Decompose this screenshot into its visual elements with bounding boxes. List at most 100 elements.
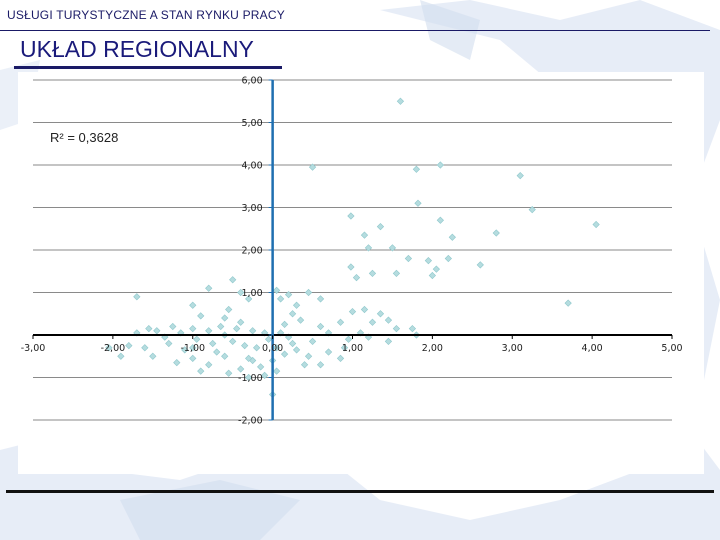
data-point-28 (316, 295, 325, 303)
data-point-89 (189, 325, 197, 333)
y-tick-label-1: -1,00 (238, 373, 263, 384)
data-point-13 (492, 229, 500, 237)
data-point-77 (189, 354, 197, 362)
data-point-58 (324, 348, 333, 356)
data-point-72 (237, 365, 245, 373)
y-tick-label-7: 5,00 (241, 118, 262, 129)
data-point-2 (412, 165, 421, 173)
data-point-50 (384, 316, 393, 324)
data-point-17 (368, 269, 377, 277)
grid-lines (33, 79, 672, 421)
data-point-6 (414, 199, 422, 207)
x-tick-label-0: -3,00 (21, 343, 46, 354)
data-point-112 (265, 335, 273, 343)
data-point-93 (249, 327, 257, 335)
data-point-91 (217, 322, 225, 331)
data-point-104 (253, 344, 261, 352)
data-point-63 (292, 346, 301, 354)
data-point-25 (352, 274, 361, 282)
x-tick-label-5: 2,00 (422, 343, 443, 354)
header-divider (0, 30, 710, 31)
y-tick-label-6: 4,00 (241, 161, 262, 172)
data-point-32 (276, 295, 285, 303)
data-point-43 (296, 316, 305, 324)
data-point-4 (516, 172, 524, 180)
tick-labels: -3,00 -2,00 -1,00 0,00 1,00 2,00 3,00 4,00 5,00 -… (21, 76, 683, 427)
data-point-87 (153, 327, 161, 335)
data-point-111 (245, 354, 253, 362)
x-tick-label-2: -1,00 (180, 343, 205, 354)
data-point-97 (241, 342, 249, 350)
data-point-113 (280, 320, 289, 328)
data-point-21 (444, 254, 452, 263)
x-tick-label-3: 0,00 (262, 343, 283, 354)
y-tick-label-0: -2,00 (238, 416, 263, 427)
data-point-19 (404, 254, 413, 263)
data-point-46 (348, 308, 357, 316)
y-tick-label-5: 3,00 (241, 203, 262, 214)
data-point-98 (209, 339, 217, 348)
data-point-67 (272, 367, 281, 375)
data-point-35 (133, 293, 141, 301)
data-point-26 (564, 299, 572, 307)
data-point-56 (344, 335, 353, 343)
data-point-99 (193, 335, 201, 343)
data-point-0 (396, 97, 405, 105)
slide-title: UKŁAD REGIONALNY (20, 36, 254, 62)
data-point-23 (476, 261, 484, 269)
data-point-52 (408, 325, 417, 333)
data-point-5 (347, 212, 355, 220)
y-tick-label-4: 2,00 (241, 246, 262, 257)
data-point-45 (336, 318, 345, 326)
data-point-11 (388, 244, 397, 252)
data-point-65 (272, 344, 281, 352)
title-underline (14, 66, 282, 69)
data-point-103 (229, 337, 237, 345)
data-point-40 (225, 305, 233, 314)
data-point-18 (392, 269, 401, 277)
plot-area (18, 72, 704, 474)
data-point-22 (432, 265, 440, 273)
x-tick-label-1: -2,00 (101, 343, 126, 354)
data-point-54 (384, 337, 393, 345)
data-point-44 (316, 322, 325, 331)
data-point-116 (237, 318, 245, 326)
data-point-70 (257, 363, 265, 371)
data-point-33 (229, 276, 237, 284)
data-point-34 (205, 284, 213, 292)
data-point-90 (205, 327, 213, 335)
data-point-68 (261, 371, 269, 379)
data-point-105 (288, 339, 297, 348)
data-point-30 (284, 291, 293, 299)
data-point-49 (368, 318, 377, 326)
data-point-92 (233, 325, 241, 333)
data-point-102 (145, 325, 153, 333)
data-point-39 (197, 312, 205, 320)
data-point-36 (237, 288, 245, 297)
data-point-81 (149, 352, 157, 360)
data-point-27 (304, 288, 313, 297)
data-point-61 (300, 361, 309, 369)
data-point-75 (221, 352, 229, 360)
data-point-29 (292, 301, 301, 309)
data-point-14 (592, 220, 600, 229)
data-point-60 (316, 361, 325, 369)
data-point-20 (424, 257, 433, 265)
data-point-37 (245, 295, 253, 303)
data-point-24 (428, 271, 436, 280)
data-point-15 (364, 244, 373, 252)
y-tick-label-8: 6,00 (241, 76, 262, 87)
data-point-83 (125, 342, 133, 350)
data-point-74 (245, 373, 253, 382)
data-point-16 (347, 263, 355, 271)
data-point-85 (105, 344, 113, 352)
y-tick-label-3: 1,00 (241, 288, 262, 299)
data-point-47 (360, 305, 369, 314)
data-point-38 (189, 301, 197, 309)
data-point-51 (392, 325, 401, 333)
data-point-110 (197, 367, 205, 375)
data-point-7 (436, 216, 444, 224)
data-point-12 (448, 233, 456, 241)
